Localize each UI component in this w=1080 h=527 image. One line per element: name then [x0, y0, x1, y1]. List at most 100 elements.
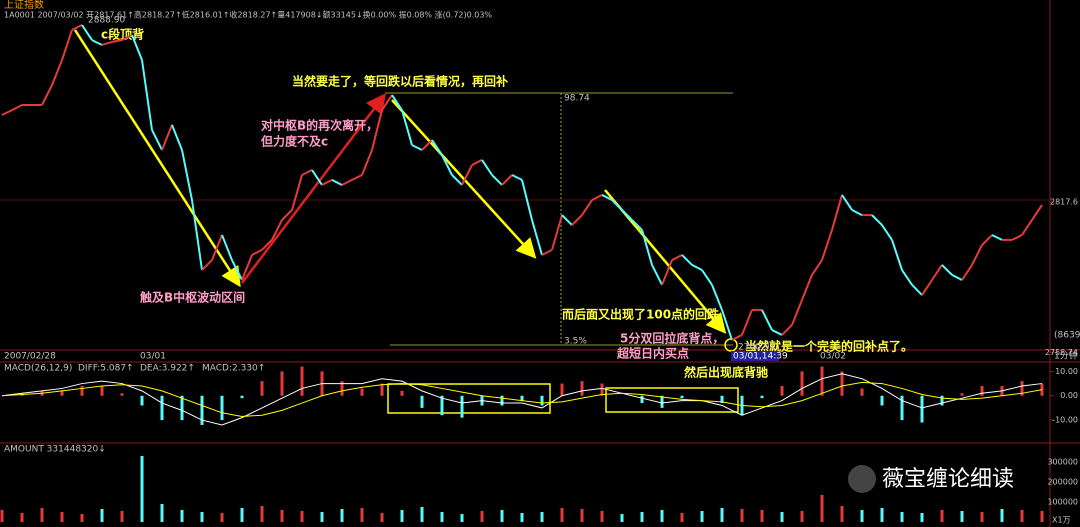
price-segment	[831, 194, 843, 231]
price-segment	[901, 269, 913, 286]
y-tick-label: 2817.6	[1050, 198, 1078, 207]
price-segment	[181, 149, 193, 201]
index-title: 上证指数	[4, 0, 44, 11]
price-segment	[11, 104, 23, 111]
price-segment	[771, 329, 783, 336]
price-segment	[1021, 219, 1033, 236]
price-segment	[431, 139, 443, 156]
price-segment	[381, 94, 393, 111]
price-segment	[731, 334, 743, 341]
price-segment	[271, 219, 283, 241]
price-segment	[151, 129, 163, 151]
price-segment	[301, 169, 313, 176]
price-segment	[721, 309, 733, 341]
price-segment	[101, 40, 113, 46]
price-segment	[691, 264, 703, 271]
price-segment	[951, 274, 963, 281]
extra-label: (8639)	[1054, 331, 1080, 341]
price-segment	[941, 264, 953, 276]
price-segment	[311, 169, 323, 186]
price-segment	[611, 199, 623, 211]
annotation: 当然就是一个完美的回补点了。	[745, 339, 913, 354]
price-segment	[621, 209, 633, 221]
price-segment	[121, 34, 133, 41]
price-segment	[221, 234, 233, 261]
y-tick-label: 10.00	[1055, 367, 1078, 376]
price-segment	[991, 234, 1003, 241]
price-segment	[511, 174, 523, 181]
watermark: 薇宝缠论细读	[882, 467, 1014, 492]
price-segment	[781, 324, 793, 336]
annotation: 而后面又出现了100点的回跌	[562, 307, 720, 322]
price-segment	[701, 269, 713, 286]
annotation: 当然要走了，等回跌以后看情况，再回补	[292, 74, 508, 89]
price-segment	[371, 109, 383, 151]
price-segment	[81, 24, 93, 41]
price-segment	[281, 209, 293, 221]
price-segment	[481, 159, 493, 176]
price-segment	[141, 59, 153, 131]
range-label: 3.5%	[564, 337, 587, 347]
price-segment	[41, 84, 53, 106]
price-segment	[331, 178, 343, 186]
price-segment	[391, 94, 403, 111]
price-segment	[161, 124, 173, 151]
price-segment	[871, 214, 883, 226]
price-segment	[491, 174, 503, 186]
highlight-box	[605, 387, 739, 413]
price-segment	[591, 194, 603, 201]
price-segment	[741, 309, 753, 336]
annotation: 然后出现底背驰	[684, 365, 768, 380]
price-segment	[801, 274, 813, 301]
price-segment	[71, 24, 83, 31]
y-tick-label: 2758.74	[1045, 348, 1078, 357]
price-segment	[1011, 234, 1023, 241]
price-segment	[501, 174, 513, 186]
price-segment	[531, 219, 543, 256]
price-label: 2760.91	[738, 342, 775, 352]
price-segment	[251, 248, 263, 256]
watermark-icon	[848, 465, 876, 493]
price-segment	[881, 224, 893, 241]
price-segment	[921, 279, 933, 296]
price-segment	[171, 124, 183, 151]
annotation: 触及B中枢波动区间	[140, 290, 245, 305]
price-segment	[551, 214, 563, 251]
price-segment	[961, 264, 973, 281]
price-segment	[201, 259, 213, 271]
price-segment	[631, 219, 643, 231]
arrow	[391, 99, 537, 259]
annotation: 对中枢B的再次离开，	[261, 118, 378, 133]
price-segment	[891, 239, 903, 271]
volume-title: AMOUNT 331448320↓	[4, 445, 106, 455]
price-segment	[791, 299, 803, 326]
price-segment	[51, 59, 63, 86]
x-highlight	[731, 351, 779, 361]
price-segment	[931, 264, 943, 281]
price-segment	[1, 109, 13, 116]
price-segment	[571, 214, 583, 226]
price-segment	[241, 254, 253, 281]
range-label: 98.74	[564, 94, 590, 104]
price-segment	[261, 239, 273, 251]
price-segment	[671, 254, 683, 261]
arrow	[73, 29, 241, 288]
price-segment	[361, 149, 373, 176]
price-segment	[1031, 204, 1043, 221]
price-segment	[341, 178, 353, 186]
macd-title: MACD(26,12,9)	[4, 364, 72, 374]
annotation: 但力度不及c	[260, 134, 328, 149]
price-segment	[601, 194, 613, 201]
price-segment	[541, 248, 553, 256]
price-segment	[981, 234, 993, 246]
price-segment	[661, 259, 673, 286]
x-tick-label: 03/01	[140, 352, 166, 362]
y-tick-label: 300000	[1047, 458, 1078, 467]
quote-header: 1A0001 2007/03/02 开2817.61↑高2818.27↑低281…	[4, 10, 492, 20]
price-segment	[351, 174, 363, 181]
price-segment	[131, 34, 143, 61]
price-segment	[191, 199, 203, 271]
annotation: 5分双回拉底背点，	[620, 331, 724, 346]
